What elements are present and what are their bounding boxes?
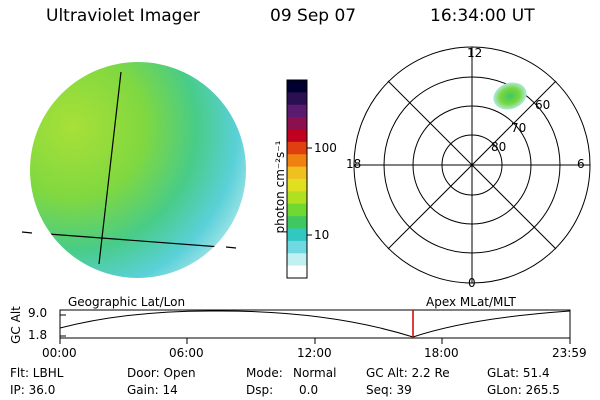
auroral-oval-patch xyxy=(493,82,527,110)
ytick-label-1.8: 1.8 xyxy=(28,328,48,342)
colorbar-frame xyxy=(286,79,308,279)
uv-image-disk xyxy=(21,62,246,278)
colorbar-tick-label-10: 10 xyxy=(314,228,330,242)
xtick-label-06: 06:00 xyxy=(169,346,204,360)
date-label: 09 Sep 07 xyxy=(270,6,357,26)
ytick-label-9: 9.0 xyxy=(28,306,48,320)
latitude-line-ext-left xyxy=(21,231,33,234)
glat-info: GLat: 51.4 xyxy=(487,366,550,380)
colorbar-swatch xyxy=(287,203,307,217)
colorbar-tick-label-100: 100 xyxy=(314,141,337,155)
xtick-label-24: 23:59 xyxy=(552,346,587,360)
dsp-label: Dsp: xyxy=(246,383,274,397)
dsp-value: 0.0 xyxy=(299,383,319,397)
colorbar-swatch xyxy=(287,117,307,130)
coords-right-label: Apex MLat/MLT xyxy=(426,295,516,309)
colorbar-swatch xyxy=(287,253,307,267)
filter-info: Flt: LBHL xyxy=(10,366,64,380)
polar-diagonal-2 xyxy=(387,80,557,250)
coords-left-label: Geographic Lat/Lon xyxy=(68,295,186,309)
colorbar-swatch xyxy=(287,228,307,242)
xtick-label-18: 18:00 xyxy=(424,346,459,360)
lat-label-70: 70 xyxy=(511,121,527,135)
mlt-label-18: 18 xyxy=(346,157,362,171)
colorbar-swatch xyxy=(287,141,307,155)
colorbar-swatch xyxy=(287,265,307,279)
mode-label: Mode: xyxy=(246,366,283,380)
altitude-timeline xyxy=(59,309,571,344)
colorbar xyxy=(286,79,308,279)
mode-value: Normal xyxy=(293,366,337,380)
colorbar-swatch xyxy=(287,191,307,205)
longitude-line xyxy=(98,71,122,265)
latitude-line-ext-right xyxy=(225,246,237,249)
colorbar-swatch xyxy=(287,216,307,229)
colorbar-swatch xyxy=(287,129,307,143)
colorbar-swatch xyxy=(287,80,307,93)
colorbar-swatch xyxy=(287,179,307,192)
colorbar-swatch xyxy=(287,104,307,118)
door-info: Door: Open xyxy=(127,366,196,380)
lat-label-80: 80 xyxy=(491,140,507,154)
mlt-label-6: 6 xyxy=(577,157,585,171)
glon-info: GLon: 265.5 xyxy=(487,383,560,397)
timeline-ylabel: GC Alt xyxy=(9,306,23,344)
colorbar-label: photon cm⁻²s⁻¹ xyxy=(273,140,287,234)
altitude-curve xyxy=(59,310,571,338)
xtick-label-12: 12:00 xyxy=(297,346,332,360)
time-label: 16:34:00 UT xyxy=(430,6,535,26)
seq-info: Seq: 39 xyxy=(366,383,412,397)
ip-info: IP: 36.0 xyxy=(10,383,56,397)
lat-label-60: 60 xyxy=(535,98,551,112)
gc-alt-info: GC Alt: 2.2 Re xyxy=(366,366,450,380)
xtick-label-00: 00:00 xyxy=(42,346,77,360)
colorbar-swatch xyxy=(287,154,307,168)
instrument-title: Ultraviolet Imager xyxy=(46,6,200,26)
mlt-label-12: 12 xyxy=(467,46,483,60)
colorbar-swatch xyxy=(287,240,307,254)
colorbar-swatch xyxy=(287,166,307,180)
disk-emission xyxy=(30,62,246,278)
mlt-label-0: 0 xyxy=(468,276,476,290)
colorbar-swatch xyxy=(287,92,307,106)
polar-plot xyxy=(353,46,591,284)
gain-info: Gain: 14 xyxy=(127,383,178,397)
